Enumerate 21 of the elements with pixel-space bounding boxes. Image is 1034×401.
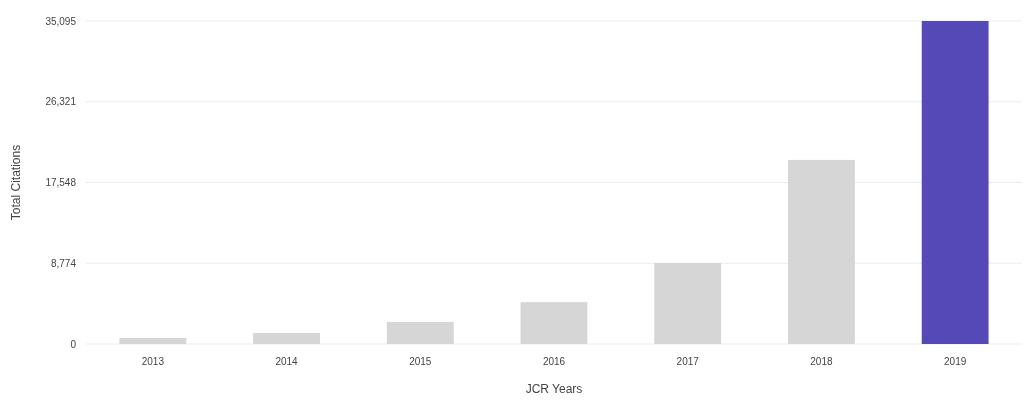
y-tick-label: 35,095 xyxy=(45,15,77,27)
x-tick-label: 2019 xyxy=(944,356,967,367)
x-tick-label: 2015 xyxy=(409,356,432,367)
y-tick-label: 0 xyxy=(70,338,77,350)
x-tick-label: 2016 xyxy=(542,356,566,367)
bar xyxy=(921,21,989,344)
bar xyxy=(654,263,722,344)
x-axis-title: JCR Years xyxy=(525,382,583,396)
x-tick-label: 2017 xyxy=(676,356,700,367)
bar xyxy=(253,332,320,344)
bar xyxy=(386,321,454,344)
bar xyxy=(520,302,588,344)
x-tick-label: 2013 xyxy=(141,356,165,367)
x-tick-label: 2018 xyxy=(810,356,833,367)
y-tick-label: 8,774 xyxy=(50,257,77,269)
y-axis-title: Total Citations xyxy=(9,144,23,221)
y-tick-label: 26,321 xyxy=(45,96,77,108)
x-tick-label: 2014 xyxy=(275,356,299,367)
bar xyxy=(788,159,855,344)
bar xyxy=(119,338,187,344)
y-tick-label: 17,548 xyxy=(45,177,77,188)
